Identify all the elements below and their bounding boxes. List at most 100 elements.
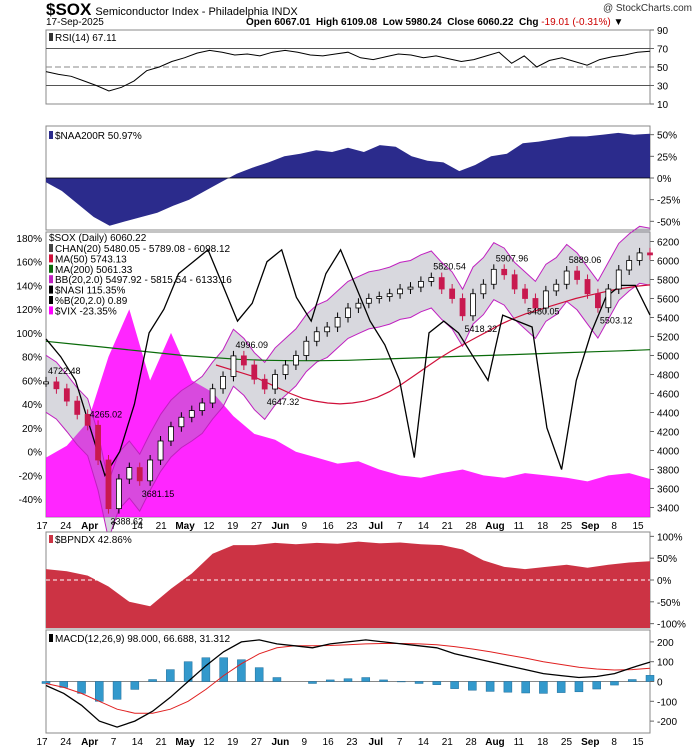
price-tick-label: 5000 [657,352,680,363]
candle-body [459,298,466,317]
price-annotation: 5820.54 [433,262,466,272]
price-annotation: 4722.48 [48,366,81,376]
price-tick-label: 4800 [657,371,680,382]
candle-body [574,270,581,280]
candle-body [157,440,164,461]
macd-title: MACD(12,26,9) 98.000, 66.688, 31.312 [55,634,231,645]
symbol-title: $SOX Semiconductor Index - Philadelphia I… [46,0,298,20]
symbol-description: Semiconductor Index - Philadelphia INDX [95,6,298,18]
candle-body [636,252,643,261]
dropdown-arrow-icon[interactable]: ▼ [613,17,624,28]
candle-body [126,467,133,480]
price-x-label: 7 [111,521,117,532]
price-annotation: 5480.05 [527,307,560,317]
brand-label: @ StockCharts.com [602,3,692,14]
price-annotation: 4265.02 [90,409,123,419]
candle-body [105,459,112,510]
bpndx-tick-label: 50% [657,554,677,565]
macd-histogram-bar [254,667,264,682]
macd-histogram-bar [592,681,601,690]
price-x-label: 21 [442,521,454,532]
price-tick-label: 3800 [657,466,680,477]
price-tick-label: 4400 [657,409,680,420]
candle-body [136,467,143,482]
candle-body [386,293,393,297]
price-tick-label: 6200 [657,238,680,249]
price-x-label: Aug [485,521,504,532]
macd-signal-line [45,643,651,714]
macd-x-label: 19 [227,737,239,748]
price-x-label: 14 [418,521,430,532]
candle-body [470,293,476,317]
macd-histogram-bar [201,657,211,682]
price-tick-label: 5600 [657,295,680,306]
price-left-tick-label: 0% [28,448,43,459]
candle-body [209,388,216,404]
candle-body [626,260,633,271]
macd-histogram-bar [485,681,495,692]
price-legend-item: MA(50) 5743.13 [55,254,127,265]
ohlc-readout: Open 6067.01 High 6109.08 Low 5980.24 Cl… [246,17,623,28]
candle-body [615,269,622,290]
candle-body [84,413,91,426]
price-annotation: 5907.96 [496,253,529,263]
price-x-label: May [175,521,195,532]
price-left-tick-label: 80% [22,353,42,364]
rsi-line [45,49,651,92]
ma50-line [215,284,651,405]
price-left-tick-label: 60% [22,376,42,387]
candle-body [178,416,185,428]
candle-body [522,288,528,299]
price-left-tick-label: 100% [16,329,42,340]
candle-body [74,400,81,415]
macd-tick-label: 100 [657,658,674,669]
naa-tick-label: -25% [657,196,680,207]
macd-histogram-bar [308,681,317,684]
rsi-title: RSI(14) 67.11 [55,33,117,44]
rsi-tick-label: 50 [657,63,669,74]
price-annotation: 4996.09 [235,340,268,350]
rsi-title-swatch [49,33,53,41]
macd-tick-label: 0 [657,678,663,689]
price-x-label: 27 [251,521,263,532]
macd-histogram-bar [77,681,86,694]
naa-title-swatch [49,131,53,139]
candle-body [345,307,351,318]
macd-x-label: 21 [442,737,454,748]
price-legend-item: BB(20,2.0) 5497.92 - 5815.54 - 6133.16 [55,275,232,286]
macd-x-label: 16 [323,737,335,748]
close-value: Close 6060.22 [447,17,514,28]
macd-histogram-bar [645,675,655,682]
macd-line [45,639,651,728]
macd-histogram-bar [574,681,584,693]
price-legend-item-swatch [49,296,53,304]
macd-histogram-bar [521,681,530,694]
rsi-tick-label: 30 [657,82,669,93]
macd-histogram-bar [237,659,246,682]
price-x-label: 21 [156,521,168,532]
candle-body [272,374,279,390]
macd-x-label: 15 [632,737,644,748]
candle-body [282,364,289,375]
chg-value: -19.01 (-0.31%) [541,17,611,28]
chg-label: Chg [518,17,539,28]
macd-histogram-bar [148,679,157,682]
macd-histogram-bar [272,677,282,682]
candle-body [428,277,435,282]
rsi-tick-label: 90 [657,26,669,37]
candle-body [542,290,549,309]
candle-body [313,331,320,342]
candle-body [293,355,299,366]
macd-x-label: 23 [346,737,358,748]
macd-title-swatch [49,634,53,642]
price-annotation: 5889.06 [569,255,602,265]
candle-body [115,478,122,510]
candle-body [95,424,101,461]
macd-x-label: 17 [36,737,48,748]
macd-x-label: 27 [251,737,263,748]
bpndx-tick-label: -100% [657,620,686,631]
bb-upper [45,225,651,484]
candle-body [251,364,258,380]
price-x-label: 11 [514,521,525,532]
price-legend-item-swatch [49,275,53,284]
